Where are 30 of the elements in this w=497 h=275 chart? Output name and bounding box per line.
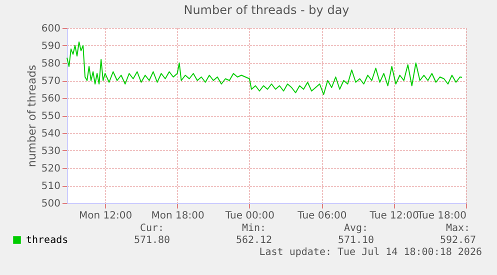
y-tick-label: 510	[41, 181, 60, 192]
text: Max:	[446, 223, 470, 234]
x-tick-label: Mon 18:00	[151, 210, 204, 222]
text: Avg:	[344, 223, 368, 234]
x-tick-label: Mon 12:00	[79, 210, 132, 222]
line-series	[66, 42, 462, 95]
text: 562.12	[236, 235, 272, 246]
x-tick-label: Tue 00:00	[224, 210, 274, 222]
x-tick-label: Tue 06:00	[296, 210, 347, 222]
y-tick-label: 580	[41, 58, 60, 70]
x-tick-label: Tue 12:00	[368, 210, 419, 222]
y-tick-label: 570	[41, 76, 60, 87]
text: 571.10	[338, 235, 374, 246]
text: 592.67	[440, 235, 476, 246]
y-tick-label: 520	[41, 164, 60, 174]
y-tick-label: 540	[41, 128, 60, 140]
text: Min:	[242, 223, 266, 234]
y-tick-label: 560	[41, 94, 60, 104]
y-tick-label: 550	[41, 111, 60, 122]
y-tick-label: 590	[41, 41, 60, 52]
y-tick-label: 600	[41, 24, 60, 34]
x-tick-label: Tue 18:00	[416, 210, 466, 222]
text: Last update: Tue Jul 14 18:00:18 2026	[259, 247, 482, 258]
legend-label: threads	[26, 235, 68, 246]
text: Cur:	[140, 223, 164, 234]
chart-title: Number of threads - by day	[184, 3, 350, 17]
text: 571.80	[134, 235, 170, 246]
y-axis-title: number of threads	[25, 64, 38, 168]
y-tick-label: 530	[41, 146, 60, 157]
y-tick-label: 500	[41, 198, 60, 210]
